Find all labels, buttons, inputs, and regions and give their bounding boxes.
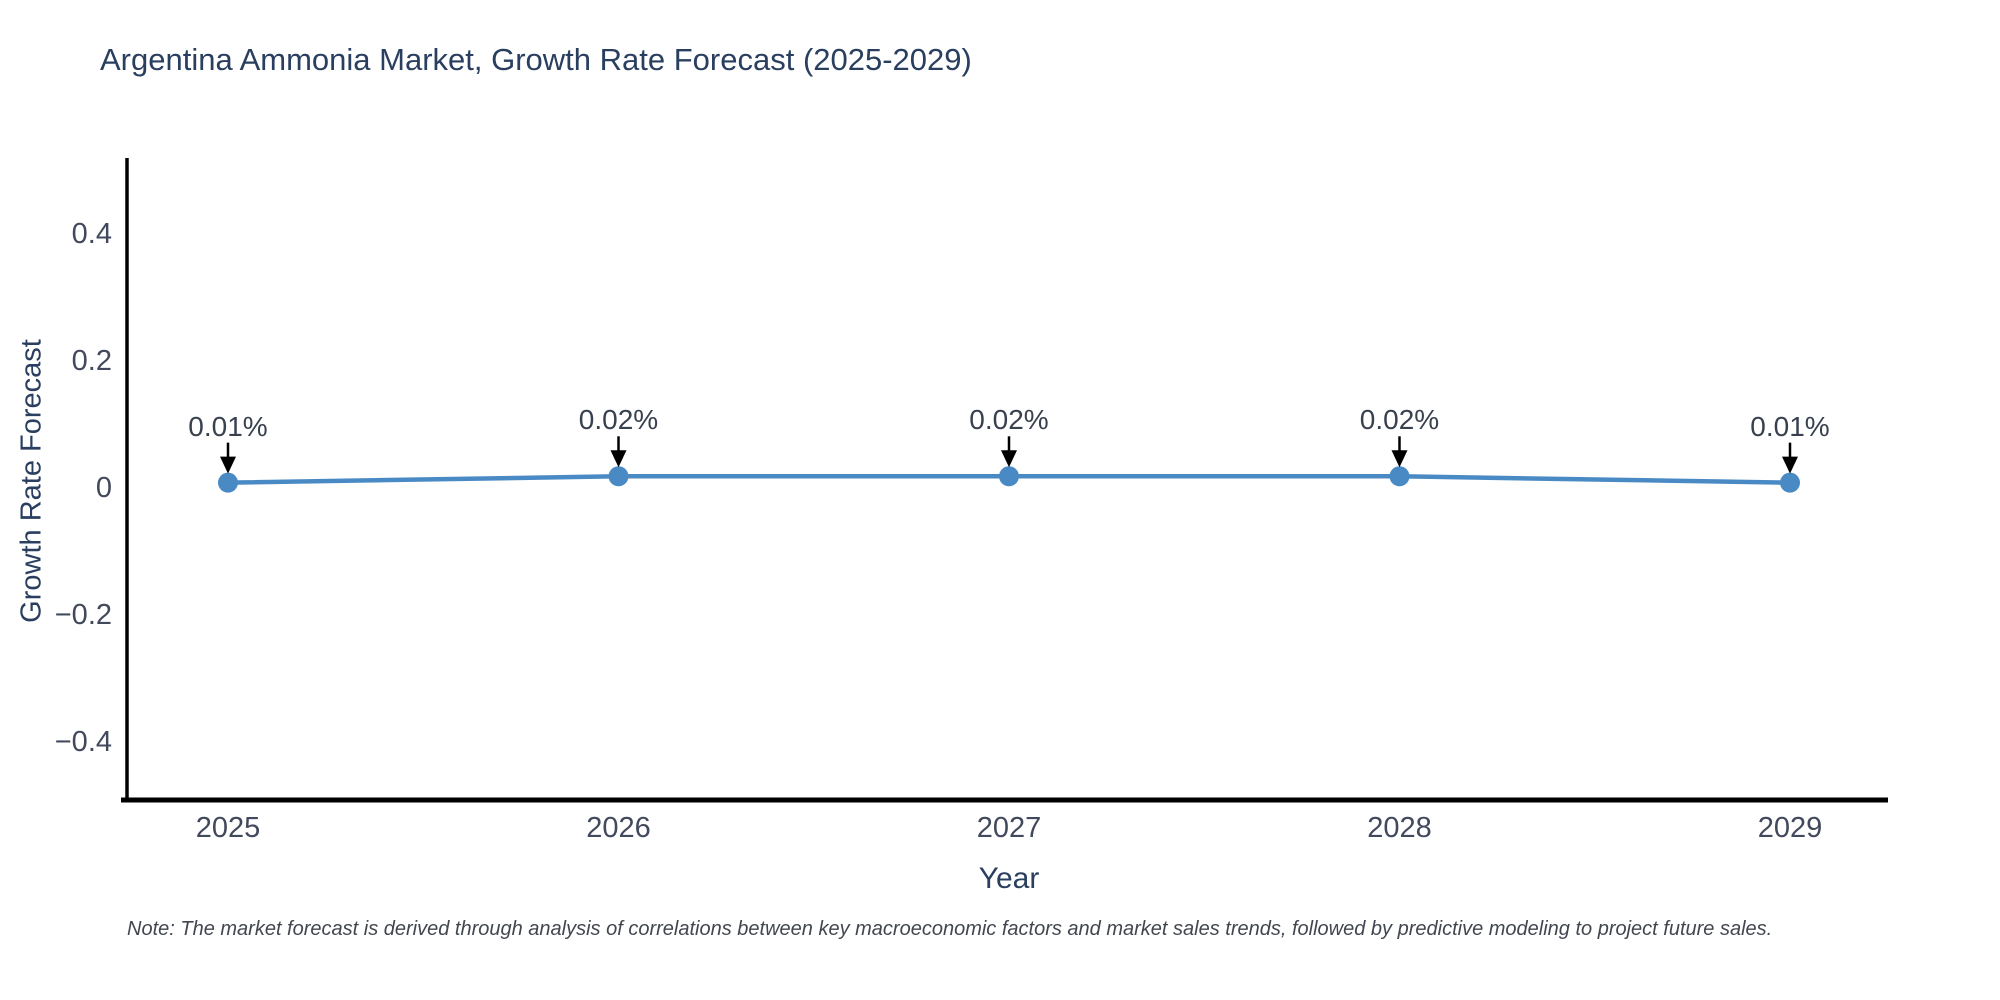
annotation-arrowhead	[1001, 450, 1017, 468]
x-tick-label: 2025	[195, 812, 261, 844]
chart-title: Argentina Ammonia Market, Growth Rate Fo…	[100, 42, 972, 77]
data-point	[608, 466, 629, 487]
x-tick-label: 2027	[976, 812, 1042, 844]
annotation-arrowhead	[220, 456, 236, 474]
annotation-arrowhead	[1782, 456, 1798, 474]
point-annotation-label: 0.01%	[188, 410, 268, 442]
annotation-arrowhead	[1391, 450, 1408, 468]
y-tick-label: −0.4	[54, 726, 112, 758]
point-annotation-label: 0.02%	[578, 404, 659, 436]
point-annotation-label: 0.02%	[969, 404, 1049, 436]
y-tick-label: 0.4	[71, 218, 112, 250]
y-axis-title: Growth Rate Forecast	[15, 339, 48, 623]
data-point	[999, 466, 1019, 487]
data-point	[1780, 472, 1800, 493]
footnote: Note: The market forecast is derived thr…	[127, 918, 1773, 940]
annotation-arrowhead	[610, 450, 627, 468]
x-axis-title: Year	[978, 862, 1040, 895]
x-tick-label: 2028	[1367, 812, 1432, 844]
data-point	[218, 472, 238, 493]
y-tick-label: 0.2	[71, 345, 112, 377]
y-tick-label: −0.2	[54, 599, 112, 631]
point-annotation-label: 0.02%	[1359, 404, 1440, 436]
y-tick-label: 0	[95, 472, 112, 504]
x-tick-label: 2029	[1757, 812, 1823, 844]
point-annotation-label: 0.01%	[1750, 410, 1830, 442]
data-point	[1389, 466, 1410, 487]
x-tick-label: 2026	[586, 812, 651, 844]
